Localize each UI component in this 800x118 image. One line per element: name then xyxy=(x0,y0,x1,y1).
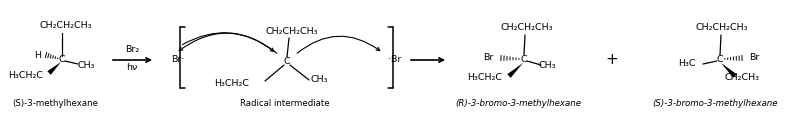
Text: +: + xyxy=(606,53,618,67)
Text: H₃C: H₃C xyxy=(678,59,696,69)
Text: (S)-3-bromo-3-methylhexane: (S)-3-bromo-3-methylhexane xyxy=(652,99,778,108)
Text: CH₂CH₂CH₃: CH₂CH₂CH₃ xyxy=(266,27,318,36)
Text: Br: Br xyxy=(749,53,759,63)
Polygon shape xyxy=(47,62,61,75)
Text: Br·: Br· xyxy=(171,55,184,65)
Text: H: H xyxy=(34,51,41,59)
Text: C: C xyxy=(521,55,527,65)
Text: (S)-3-methylhexane: (S)-3-methylhexane xyxy=(12,99,98,108)
Text: CH₂CH₂CH₃: CH₂CH₂CH₃ xyxy=(696,23,748,32)
Text: C: C xyxy=(284,57,290,67)
Text: H₃CH₂C: H₃CH₂C xyxy=(214,80,249,88)
Text: Br₂: Br₂ xyxy=(125,46,139,55)
Text: Br: Br xyxy=(482,53,493,63)
Text: CH₃: CH₃ xyxy=(310,76,328,84)
Text: CH₂CH₃: CH₂CH₃ xyxy=(725,74,759,82)
Text: hν: hν xyxy=(126,63,138,72)
Text: Radical intermediate: Radical intermediate xyxy=(240,99,330,108)
Text: C: C xyxy=(717,55,723,65)
Text: CH₃: CH₃ xyxy=(78,61,94,70)
Text: (R)-3-bromo-3-methylhexane: (R)-3-bromo-3-methylhexane xyxy=(455,99,581,108)
Text: C: C xyxy=(58,55,66,65)
Text: CH₂CH₂CH₃: CH₂CH₂CH₃ xyxy=(40,21,92,30)
Polygon shape xyxy=(721,63,737,78)
Text: H₃CH₂C: H₃CH₂C xyxy=(8,70,43,80)
Text: CH₂CH₂CH₃: CH₂CH₂CH₃ xyxy=(501,23,554,32)
Text: CH₃: CH₃ xyxy=(538,61,556,70)
Polygon shape xyxy=(507,63,523,78)
Text: ·Br: ·Br xyxy=(388,55,402,65)
Text: H₃CH₂C: H₃CH₂C xyxy=(467,74,502,82)
